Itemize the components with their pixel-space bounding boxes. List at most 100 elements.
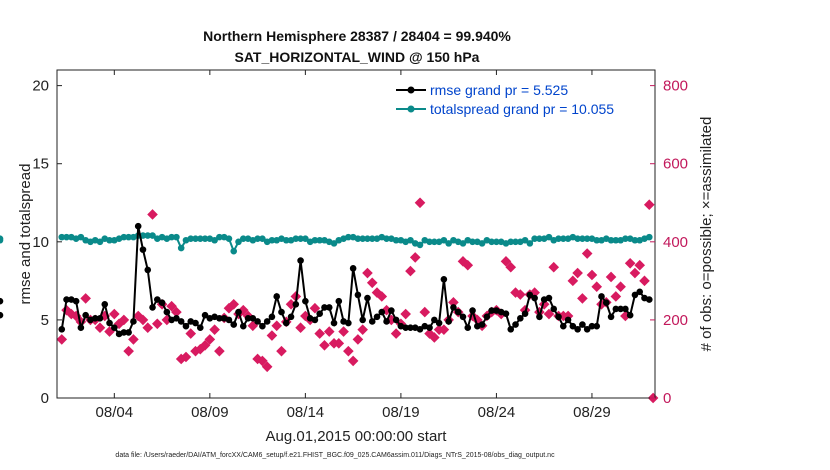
obs-assimilated-point — [438, 324, 450, 335]
rmse-point — [631, 291, 639, 299]
y-left-tick-label: 0 — [41, 390, 49, 407]
obs-assimilated-point — [323, 326, 335, 337]
rmse-point — [216, 315, 223, 322]
obs-assimilated-point — [128, 334, 139, 345]
rmse-point — [330, 319, 338, 327]
rmse-point — [201, 311, 209, 319]
rmse-point — [177, 318, 185, 325]
totalspread-point — [345, 233, 352, 241]
rmse-point — [335, 297, 343, 305]
y-axis-left: 0 5 10 15 20 — [32, 78, 62, 407]
totalspread-point — [407, 236, 414, 244]
totalspread-point — [106, 236, 113, 244]
totalspread-point — [268, 236, 276, 244]
totalspread-point — [168, 233, 175, 241]
rmse-point — [278, 308, 285, 316]
totalspread-point — [196, 235, 204, 242]
totalspread-point — [173, 233, 180, 241]
rmse-point — [249, 315, 257, 322]
x-tick-label: 08/14 — [287, 404, 325, 421]
obs-assimilated-point — [615, 281, 626, 293]
rmse-point — [378, 308, 386, 316]
rmse-point — [282, 319, 290, 327]
rmse-point — [254, 318, 261, 325]
obs-assimilated-point — [185, 328, 197, 339]
totalspread-point — [612, 236, 620, 244]
rmse-point — [435, 319, 443, 327]
rmse-point — [154, 296, 161, 303]
obs-assimilated-point — [577, 293, 588, 304]
totalspread-point — [364, 235, 371, 242]
rmse-point — [607, 313, 615, 321]
rmse-point — [63, 296, 70, 303]
totalspread-point — [330, 240, 338, 247]
y-left-tick-label: 15 — [32, 156, 49, 173]
rmse-point — [82, 311, 89, 319]
chart-title: Northern Hemisphere 28387 / 28404 = 99.9… — [203, 28, 511, 44]
obs-assimilated-point — [366, 277, 378, 289]
y-left-tick-label: 10 — [32, 234, 49, 251]
totalspread-point — [645, 233, 653, 241]
rmse-point — [454, 308, 462, 316]
obs-assimilated-point — [343, 345, 354, 357]
rmse-point — [450, 304, 457, 311]
totalspread-point — [149, 232, 156, 239]
totalspread-point — [292, 235, 300, 242]
rmse-point — [230, 321, 238, 328]
totalspread-point — [144, 232, 152, 239]
rmse-point — [125, 329, 132, 336]
y-right-tick-label: 400 — [663, 234, 688, 251]
legend-totalspread-label: totalspread grand pr = 10.055 — [430, 101, 614, 117]
rmse-point — [158, 299, 166, 307]
x-tick-label: 08/04 — [96, 404, 134, 421]
rmse-point — [588, 322, 596, 330]
obs-assimilated-point — [319, 339, 330, 351]
y-axis-right: 0 200 400 600 800 — [650, 78, 688, 407]
totalspread-point — [583, 235, 591, 242]
rmse-point — [531, 294, 538, 302]
plot-frame — [56, 69, 656, 399]
rmse-point — [297, 257, 304, 264]
totalspread-point — [383, 235, 390, 242]
x-tick-label: 08/29 — [573, 404, 611, 421]
y-right-tick-label: 0 — [663, 390, 671, 407]
rmse-point — [388, 307, 395, 314]
rmse-point — [626, 311, 634, 319]
totalspread-point — [426, 238, 433, 246]
obs-assimilated-point — [352, 334, 364, 345]
obs-assimilated-point — [333, 338, 345, 349]
rmse-point — [368, 318, 376, 325]
totalspread-series — [0, 232, 653, 255]
rmse-point — [407, 324, 414, 332]
obs-assimilated-point — [572, 267, 583, 279]
rmse-point — [364, 294, 371, 302]
obs-assimilated-point — [257, 355, 268, 367]
rmse-point — [58, 325, 66, 333]
totalspread-point — [431, 238, 438, 246]
obs-assimilated-point — [639, 275, 650, 287]
rmse-point — [149, 304, 156, 311]
rmse-point — [263, 318, 271, 325]
totalspread-point — [0, 236, 4, 244]
rmse-point — [478, 321, 486, 328]
rmse-point — [559, 322, 567, 330]
obs-assimilated-point — [505, 261, 517, 273]
totalspread-point — [526, 240, 534, 247]
totalspread-point — [254, 235, 261, 242]
obs-assimilated-point — [209, 324, 220, 335]
totalspread-point — [354, 235, 362, 242]
obs-assimilated-point — [624, 257, 636, 269]
rmse-point — [445, 318, 452, 325]
totalspread-point — [416, 241, 424, 249]
rmse-point — [602, 299, 610, 307]
totalspread-point — [631, 236, 639, 244]
obs-assimilated-point — [400, 308, 411, 320]
y-right-tick-label: 200 — [663, 312, 688, 329]
rmse-point — [111, 324, 118, 332]
rmse-point — [612, 305, 620, 313]
x-axis-label: Aug.01,2015 00:00:00 start — [266, 428, 448, 445]
rmse-point — [645, 296, 653, 303]
rmse-point — [139, 246, 147, 253]
rmse-point — [431, 316, 438, 324]
